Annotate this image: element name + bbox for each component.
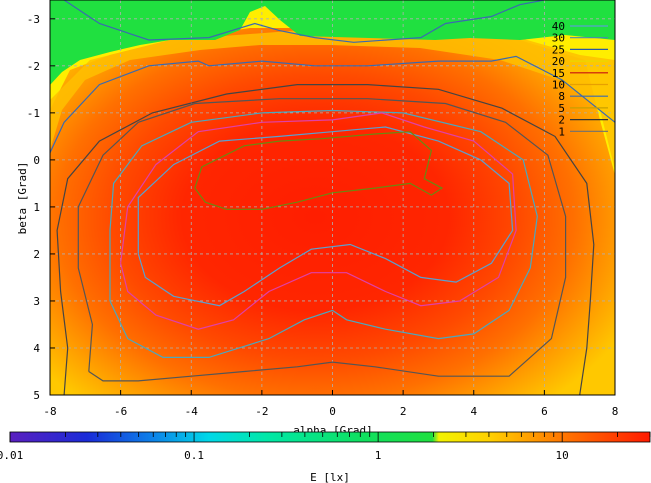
legend-level-label: 10 (552, 79, 565, 92)
colorbar-tick-label: 1 (375, 449, 382, 462)
y-tick-label: 5 (33, 389, 40, 402)
legend-level-label: 2 (558, 114, 565, 127)
contour-line-8 (49, 55, 616, 154)
colorbar-label: E [lx] (310, 471, 350, 483)
legend-level-label: 20 (552, 55, 565, 68)
green-band (50, 0, 615, 85)
x-tick-label: 0 (329, 405, 336, 418)
legend-level-label: 8 (558, 90, 565, 103)
legend-level-label: 1 (558, 125, 565, 138)
y-tick-label: 0 (33, 154, 40, 167)
y-tick-label: -3 (27, 13, 40, 26)
y-axis-label: beta [Grad] (16, 162, 29, 235)
y-tick-label: -1 (27, 107, 40, 120)
x-tick-label: 6 (541, 405, 548, 418)
y-tick-label: 4 (33, 342, 40, 355)
y-tick-label: 1 (33, 201, 40, 214)
x-tick-label: -2 (255, 405, 268, 418)
x-tick-label: -8 (43, 405, 56, 418)
y-tick-label: 3 (33, 295, 40, 308)
x-tick-label: 4 (470, 405, 477, 418)
y-axis-ticks: -3 -2 -1 0 1 2 3 4 5 (27, 13, 55, 402)
colorbar-ticks: 0.01 0.1 1 10 (0, 432, 651, 462)
contour-line-25 (137, 126, 514, 307)
contour-lines (49, 0, 616, 396)
contour-line-5 (63, 0, 545, 43)
contour-line-20 (120, 112, 517, 330)
heatmap-area (50, 0, 615, 395)
colorbar-tick-label: 10 (556, 449, 569, 462)
x-tick-label: 2 (400, 405, 407, 418)
x-tick-label: -4 (185, 405, 199, 418)
contour-line-30 (194, 131, 444, 210)
contour-line-15 (109, 109, 538, 358)
y-tick-label: -2 (27, 60, 40, 73)
grid-lines (50, 0, 615, 395)
contour-line-10 (77, 98, 567, 382)
colorbar: 0.01 0.1 1 10 (0, 431, 651, 462)
y-tick-label: 2 (33, 248, 40, 261)
legend-level-label: 40 (552, 20, 565, 33)
legend-level-label: 5 (558, 102, 565, 115)
colorbar-tick-label: 0.01 (0, 449, 23, 462)
colorbar-tick-label: 0.1 (184, 449, 204, 462)
contour-line-2 (56, 83, 595, 396)
x-tick-label: -6 (114, 405, 127, 418)
x-axis-ticks: -8 -6 -4 -2 0 2 4 6 8 (43, 390, 618, 418)
legend-level-label: 25 (552, 43, 565, 56)
x-tick-label: 8 (612, 405, 619, 418)
legend-level-label: 15 (552, 67, 565, 80)
legend-level-label: 30 (552, 32, 565, 45)
